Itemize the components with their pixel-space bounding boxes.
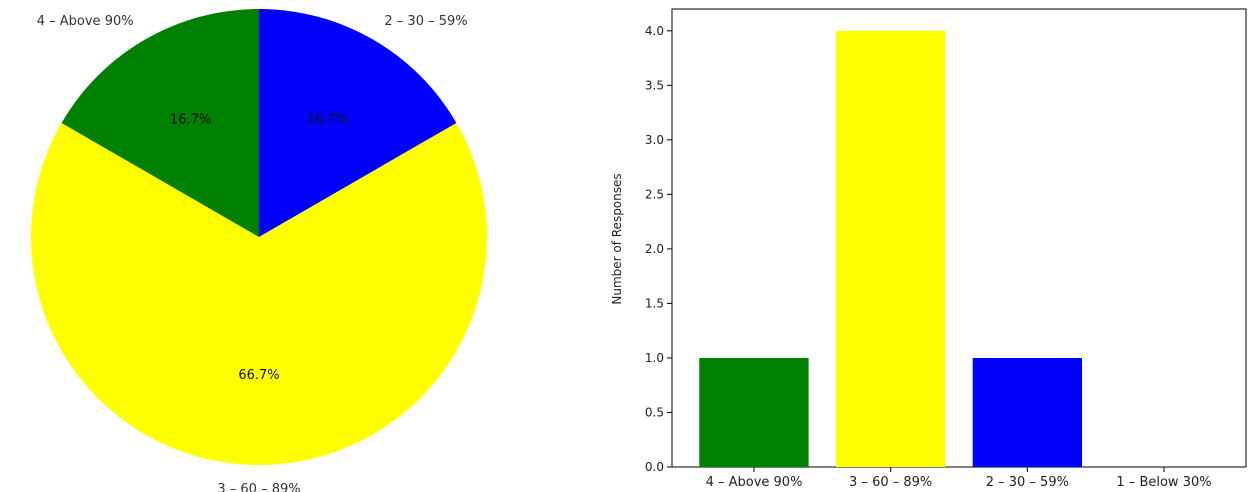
y-axis-ticks: 0.0 0.5 1.0 1.5 2.0 2.5 3.0 3.5 4.0 bbox=[645, 24, 672, 474]
y-tick-label: 2.0 bbox=[645, 242, 664, 256]
bar-axes-frame bbox=[671, 8, 1247, 468]
pie-pct-label-3-60-89: 66.7% bbox=[238, 368, 279, 383]
pie-pct-label-4-above-90: 16.7% bbox=[170, 113, 211, 128]
bar-chart: 0.0 0.5 1.0 1.5 2.0 2.5 3.0 3.5 4.0 4 – Above 90… bbox=[610, 8, 1247, 490]
x-tick-label-1-below-30: 1 – Below 30% bbox=[1116, 475, 1211, 490]
x-axis-labels: 4 – Above 90% 3 – 60 – 89% 2 – 30 – 59% 1 –… bbox=[706, 467, 1212, 490]
y-tick-label: 0.0 bbox=[645, 460, 664, 474]
pie-pct-label-2-30-59: 16.7% bbox=[307, 113, 348, 128]
pie-slice-3-60-89 bbox=[31, 123, 488, 466]
y-tick-label: 3.0 bbox=[645, 133, 664, 147]
pie-category-label-2-30-59: 2 – 30 – 59% bbox=[384, 14, 467, 29]
pie-chart: 0.0%1 – Below 30%16.7%2 – 30 – 59%66.7%3… bbox=[31, 9, 488, 492]
bar-4-above-90 bbox=[699, 358, 809, 467]
y-tick-label: 4.0 bbox=[645, 24, 664, 38]
x-tick-label-3-60-89: 3 – 60 – 89% bbox=[849, 475, 932, 490]
bar-marks bbox=[699, 30, 1082, 468]
x-tick-label-2-30-59: 2 – 30 – 59% bbox=[986, 475, 1069, 490]
x-tick-label-4-above-90: 4 – Above 90% bbox=[706, 475, 803, 490]
y-tick-label: 1.0 bbox=[645, 351, 664, 365]
y-tick-label: 1.5 bbox=[645, 296, 664, 310]
bar-2-30-59 bbox=[972, 358, 1082, 467]
y-tick-label: 0.5 bbox=[645, 405, 664, 419]
pie-slice-2-30-59 bbox=[259, 9, 457, 237]
pie-slice-4-above-90 bbox=[61, 9, 259, 237]
y-axis-title: Number of Responses bbox=[610, 173, 624, 304]
pie-category-label-3-60-89: 3 – 60 – 89% bbox=[217, 482, 300, 492]
y-tick-label: 3.5 bbox=[645, 78, 664, 92]
y-tick-label: 2.5 bbox=[645, 187, 664, 201]
bar-3-60-89 bbox=[836, 30, 946, 468]
pie-category-label-4-above-90: 4 – Above 90% bbox=[37, 14, 134, 29]
